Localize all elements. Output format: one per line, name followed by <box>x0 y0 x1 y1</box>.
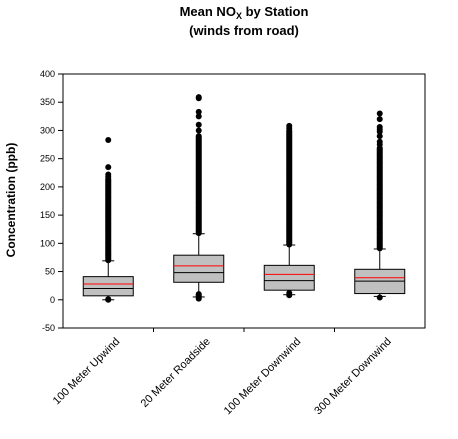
outlier-point <box>195 133 202 140</box>
x-category-label: 100 Meter Upwind <box>51 336 123 408</box>
outlier-point <box>195 108 202 115</box>
box-series <box>354 110 406 301</box>
outlier-point <box>286 122 293 129</box>
outlier-point <box>105 164 112 171</box>
outlier-point <box>105 137 112 144</box>
x-category-label: 20 Meter Roadside <box>139 336 213 410</box>
y-tick-label: 350 <box>40 97 55 107</box>
y-axis-label: Concentration (ppb) <box>4 143 18 258</box>
outlier-point <box>376 116 383 123</box>
x-category-label: 100 Meter Downwind <box>222 336 304 418</box>
y-tick-label: 50 <box>45 267 55 277</box>
outlier-point <box>376 138 383 145</box>
y-tick-label: 0 <box>50 295 55 305</box>
iqr-box <box>82 276 134 297</box>
title-main: Mean NO <box>180 4 236 19</box>
outlier-point <box>195 291 202 298</box>
y-tick-label: 200 <box>40 182 55 192</box>
iqr-box <box>263 264 315 291</box>
y-tick-label: 150 <box>40 210 55 220</box>
iqr-box <box>173 254 225 283</box>
y-tick-label: 100 <box>40 238 55 248</box>
outlier-point <box>195 94 202 101</box>
x-axis-labels: 100 Meter Upwind 20 Meter Roadside 100 Met… <box>51 336 394 418</box>
outlier-point <box>376 133 383 140</box>
outlier-point <box>286 290 293 297</box>
y-axis: -50 0 50 100 150 200 250 300 350 400 <box>40 69 335 333</box>
outlier-point <box>195 127 202 134</box>
box-series <box>82 137 134 303</box>
outlier-point <box>105 296 112 303</box>
outlier-point <box>376 124 383 131</box>
outlier-point <box>195 121 202 128</box>
y-tick-label: 400 <box>40 69 55 79</box>
y-tick-label: 300 <box>40 125 55 135</box>
outlier-point <box>376 110 383 117</box>
y-tick-label: -50 <box>42 323 55 333</box>
title-rest: by Station <box>242 4 309 19</box>
box-series <box>173 94 225 302</box>
boxes-group <box>82 94 406 303</box>
chart-title-line2: (winds from road) <box>189 23 299 38</box>
chart-title-line1: Mean NOX by Station <box>180 4 309 21</box>
y-tick-label: 250 <box>40 154 55 164</box>
outlier-point <box>376 294 383 301</box>
box-series <box>263 122 315 299</box>
outlier-point <box>105 171 112 178</box>
x-category-label: 300 Meter Downwind <box>312 336 394 418</box>
title-subscript: X <box>236 11 242 21</box>
outlier-point <box>195 113 202 120</box>
